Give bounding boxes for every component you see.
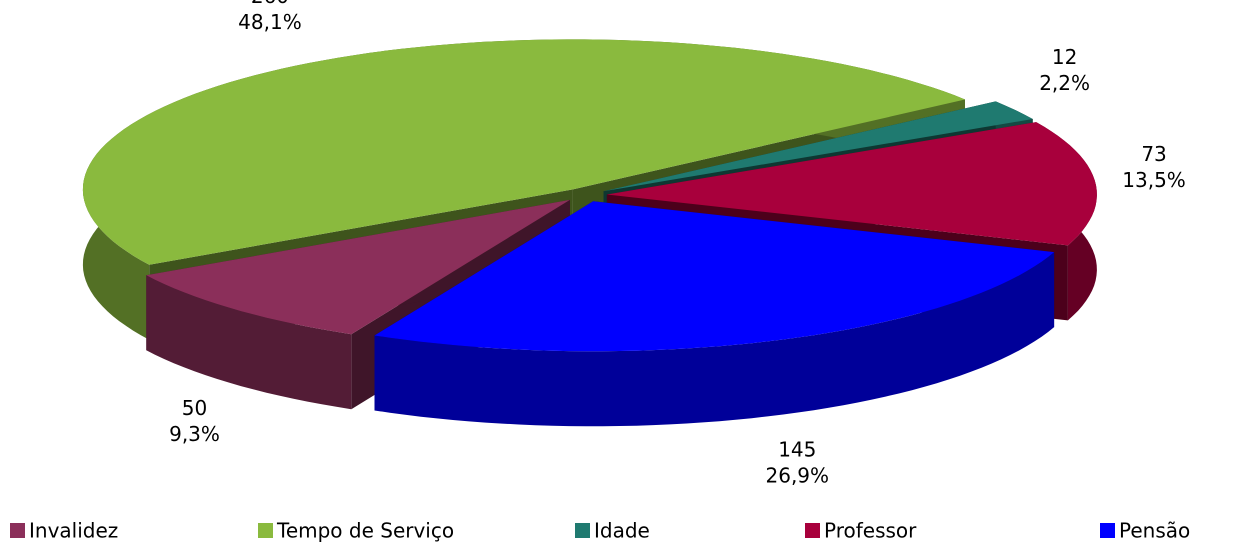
data-label-value: 145 [778,438,816,462]
slice-top [374,201,1055,352]
slice-wall [374,252,1055,427]
legend-item: Tempo de Serviço [258,519,454,543]
legend-item: Idade [575,519,650,543]
slice [374,201,1055,427]
data-label-value: 260 [251,0,289,8]
data-label-percent: 26,9% [766,464,830,488]
slice-top [603,101,1033,192]
data-label-value: 73 [1141,142,1166,166]
slice-top [146,199,570,335]
legend-label: Professor [824,519,917,543]
data-label-percent: 48,1% [238,10,302,34]
legend-label: Tempo de Serviço [276,519,454,543]
legend-item: Professor [805,519,917,543]
legend-label: Pensão [1119,519,1190,543]
legend-swatch [575,523,590,538]
data-label-value: 12 [1052,45,1077,69]
legend-item: Invalidez [10,519,118,543]
data-label-value: 50 [182,396,207,420]
legend-swatch [805,523,820,538]
slice-top [606,122,1097,246]
data-label-percent: 2,2% [1039,71,1090,95]
legend-swatch [10,523,25,538]
data-label-percent: 13,5% [1122,168,1186,192]
slice-wall [146,275,352,410]
legend-item: Pensão [1100,519,1190,543]
legend-label: Idade [594,519,650,543]
slice-top [82,39,965,265]
legend-swatch [1100,523,1115,538]
legend-label: Invalidez [29,519,118,543]
legend-swatch [258,523,273,538]
data-label-percent: 9,3% [169,422,220,446]
